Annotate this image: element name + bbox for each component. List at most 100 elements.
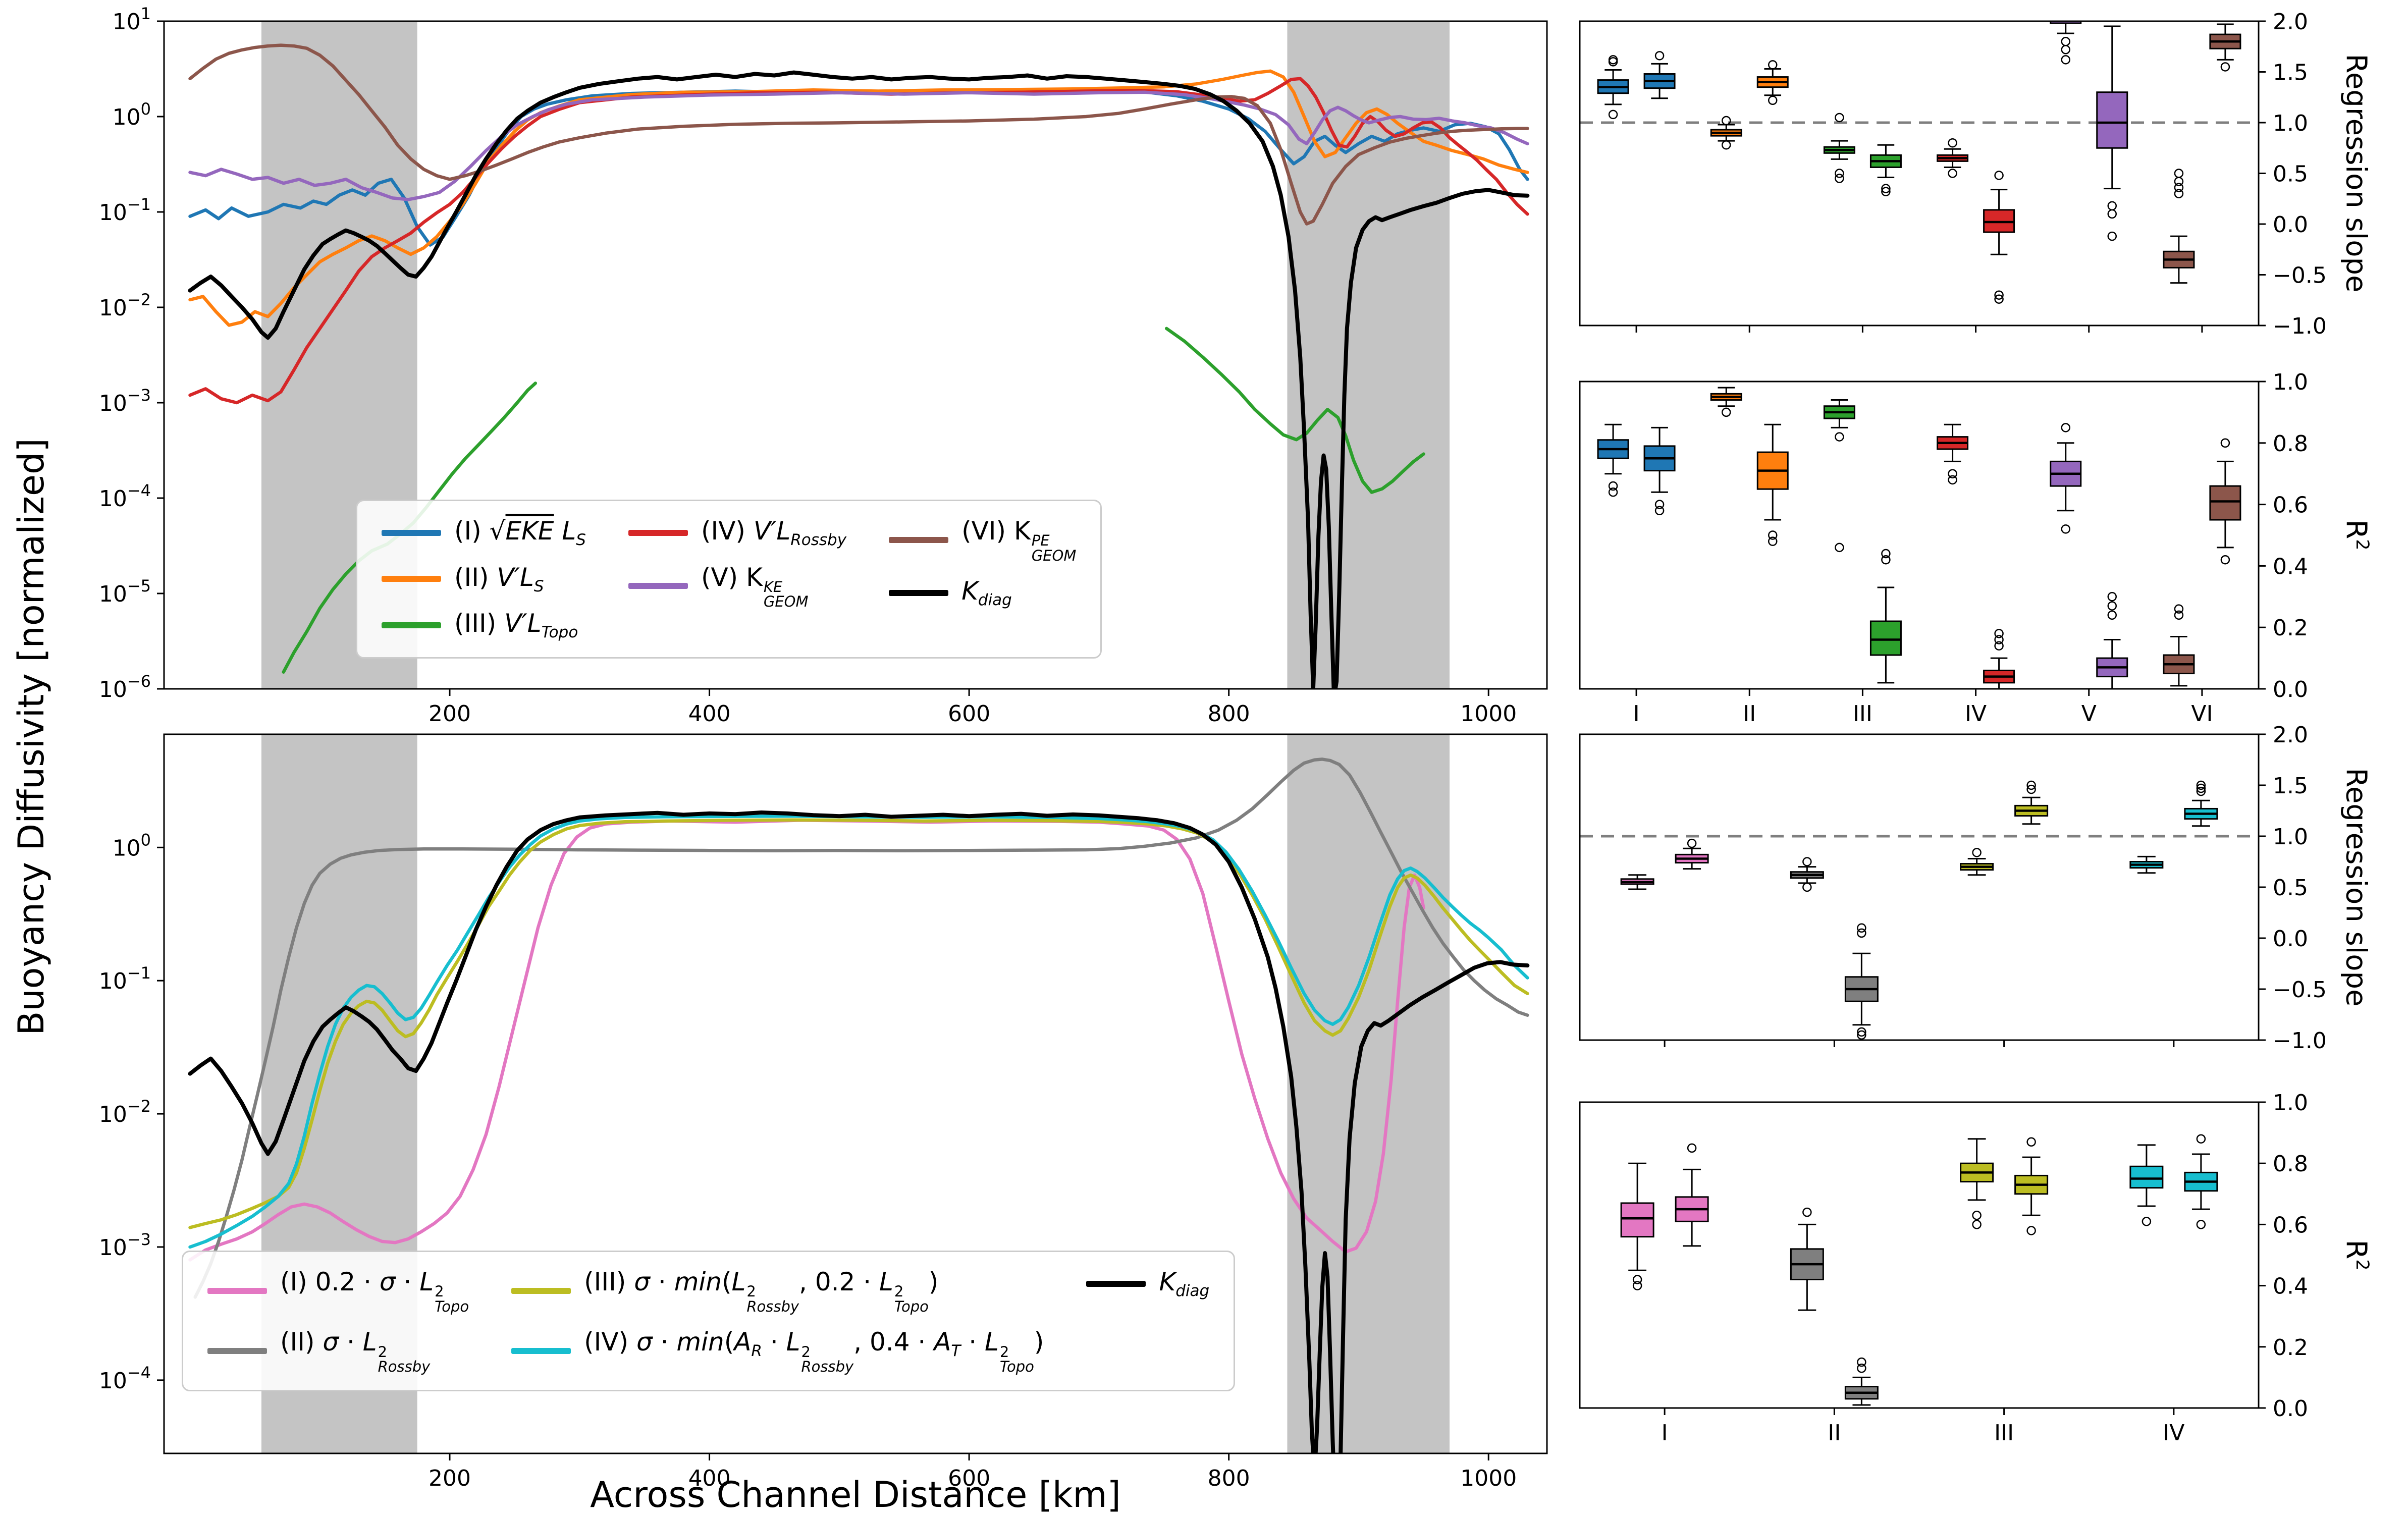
category-label: IV xyxy=(1965,701,1987,727)
outlier-point xyxy=(2061,45,2070,55)
outlier-point xyxy=(2196,783,2206,793)
legend-label: (I) 0.2 · σ · L 2 Topo xyxy=(280,1267,469,1315)
outlier-point xyxy=(1654,506,1665,516)
panel-border xyxy=(1579,733,2260,1041)
x-tick-label: 1000 xyxy=(1460,701,1517,727)
legend-line-sample xyxy=(628,529,688,536)
outlier-point xyxy=(1994,294,2004,304)
x-tick-label: 400 xyxy=(688,701,731,727)
x-axis-label-across-channel-distance: Across Channel Distance [km] xyxy=(590,1474,1121,1515)
boxplot-top-right-slope-V-1 xyxy=(2050,21,2082,24)
legend-item: (IV) V′LRossby xyxy=(628,516,846,550)
panel-border xyxy=(163,20,1548,690)
outlier-point xyxy=(2107,610,2117,620)
y-tick-label: 0.6 xyxy=(2273,1212,2308,1238)
y-tick-label: 10−3 xyxy=(99,1230,151,1261)
legend-label: Kdiag xyxy=(961,576,1012,610)
outlier-point xyxy=(2174,604,2184,614)
y-tick-label: 0.0 xyxy=(2273,677,2308,702)
x-tick-label: 400 xyxy=(688,1466,731,1491)
outlier-point xyxy=(1948,469,1957,478)
outlier-point xyxy=(2196,780,2206,790)
y-tick-label: 10−4 xyxy=(99,1363,151,1394)
outlier-point xyxy=(1972,1220,1982,1229)
legend-column: (IV) V′LRossby (V) K KE GEOM xyxy=(628,516,846,610)
outlier-point xyxy=(1881,549,1891,559)
series-line-K-diag xyxy=(188,810,1530,1453)
outlier-point xyxy=(1857,1357,1866,1367)
outlier-point xyxy=(2107,601,2117,611)
x-tick-label: 200 xyxy=(429,1466,471,1491)
outlier-point xyxy=(2220,62,2230,72)
boxplot-bottom-right-r2-I-1 xyxy=(1620,1202,1654,1238)
y-axis-label-r2-top: R2 xyxy=(2339,519,2373,551)
y-axis-label-regression-slope-bottom: Regression slope xyxy=(2339,768,2373,1007)
series-line-III-sigma-min xyxy=(188,818,1529,1229)
panel-border xyxy=(1579,1101,2260,1409)
legend-column: (VI) K PE GEOM Kdiag xyxy=(889,516,1076,610)
outlier-point xyxy=(2061,524,2070,534)
outlier-point xyxy=(1768,95,1778,105)
shaded-band xyxy=(1287,734,1450,1453)
outlier-point xyxy=(1632,1275,1642,1284)
y-tick-label: 10−5 xyxy=(99,576,151,607)
outlier-point xyxy=(1632,1281,1642,1290)
category-label: III xyxy=(1994,1420,2014,1446)
y-tick-label: 0.8 xyxy=(2273,1151,2308,1177)
y-tick-label: 0.6 xyxy=(2273,493,2308,518)
legend-item: (III) σ · min(L 2 Rossby, 0.2 · L 2 Topo) xyxy=(511,1267,1044,1314)
series-line-IV-VpLRossby xyxy=(188,77,1529,405)
outlier-point xyxy=(1802,1207,1812,1217)
y-tick-label: 101 xyxy=(113,4,151,35)
panel-bottom-left-lines: 200 400 600 800 1000 10−4 10−3 10−2 10−1 100 xyxy=(99,733,1548,1491)
legend-label: (V) K KE GEOM xyxy=(701,562,809,611)
category-label: III xyxy=(1853,701,1872,727)
outlier-point xyxy=(1994,629,2004,638)
y-tick-label: 0.5 xyxy=(2273,161,2308,187)
legend-item: (III) V′LTopo xyxy=(382,609,586,642)
y-tick-label: 100 xyxy=(113,830,151,861)
legend-item: (V) K KE GEOM xyxy=(628,563,846,610)
panel-border xyxy=(163,733,1548,1454)
y-tick-label: 0.4 xyxy=(2273,554,2308,579)
outlier-point xyxy=(1857,1363,1866,1373)
legend-line-sample xyxy=(1086,1280,1146,1287)
outlier-point xyxy=(1948,169,1957,178)
legend-item: (IV) σ · min(AR · L 2 Rossby, 0.4 · AT · L… xyxy=(511,1327,1044,1374)
legend-bottom-panel: (I) 0.2 · σ · L 2 Topo (II) σ · L 2 Rossby (II… xyxy=(182,1251,1236,1391)
outlier-point xyxy=(1722,140,1731,150)
outlier-point xyxy=(2061,423,2070,432)
outlier-point xyxy=(1654,51,1665,61)
outlier-point xyxy=(1994,641,2004,651)
legend-top-panel: (I) √EKE LS (II) V′LS (III) V′LTopo (IV) V′… xyxy=(356,500,1102,659)
legend-item: (VI) K PE GEOM xyxy=(889,516,1076,563)
y-tick-label: 100 xyxy=(113,99,151,130)
legend-item: (II) V′LS xyxy=(382,563,586,596)
outlier-point xyxy=(2026,784,2036,794)
y-tick-label: 0.0 xyxy=(2273,1396,2308,1422)
legend-column: Kdiag xyxy=(1086,1267,1209,1301)
outlier-point xyxy=(2196,786,2206,796)
x-tick-label: 800 xyxy=(1208,1466,1250,1491)
legend-column: (I) 0.2 · σ · L 2 Topo (II) σ · L 2 Rossby xyxy=(207,1267,469,1375)
legend-line-sample xyxy=(511,1287,571,1294)
legend-label: (II) V′LS xyxy=(454,562,544,595)
legend-line-sample xyxy=(382,576,441,582)
outlier-point xyxy=(1768,60,1778,70)
boxplot-bottom-right-r2-IV-1 xyxy=(2129,1165,2164,1189)
series-line-II-VpLS xyxy=(188,69,1529,327)
outlier-point xyxy=(1608,487,1618,497)
category-label: I xyxy=(1633,701,1640,727)
series-line-II-sigma-LRossby2 xyxy=(193,757,1529,1299)
outlier-point xyxy=(1687,1143,1697,1153)
y-tick-label: 10−4 xyxy=(99,481,151,512)
outlier-point xyxy=(1835,113,1844,123)
category-label: VI xyxy=(2191,701,2213,727)
y-tick-label: 0.5 xyxy=(2273,875,2308,901)
y-tick-label: −0.5 xyxy=(2273,977,2327,1003)
panel-border xyxy=(1579,20,2260,327)
y-tick-label: 1.0 xyxy=(2273,824,2308,850)
legend-column: (I) √EKE LS (II) V′LS (III) V′LTopo xyxy=(382,516,586,642)
outlier-point xyxy=(1835,432,1844,442)
outlier-point xyxy=(1994,171,2004,180)
